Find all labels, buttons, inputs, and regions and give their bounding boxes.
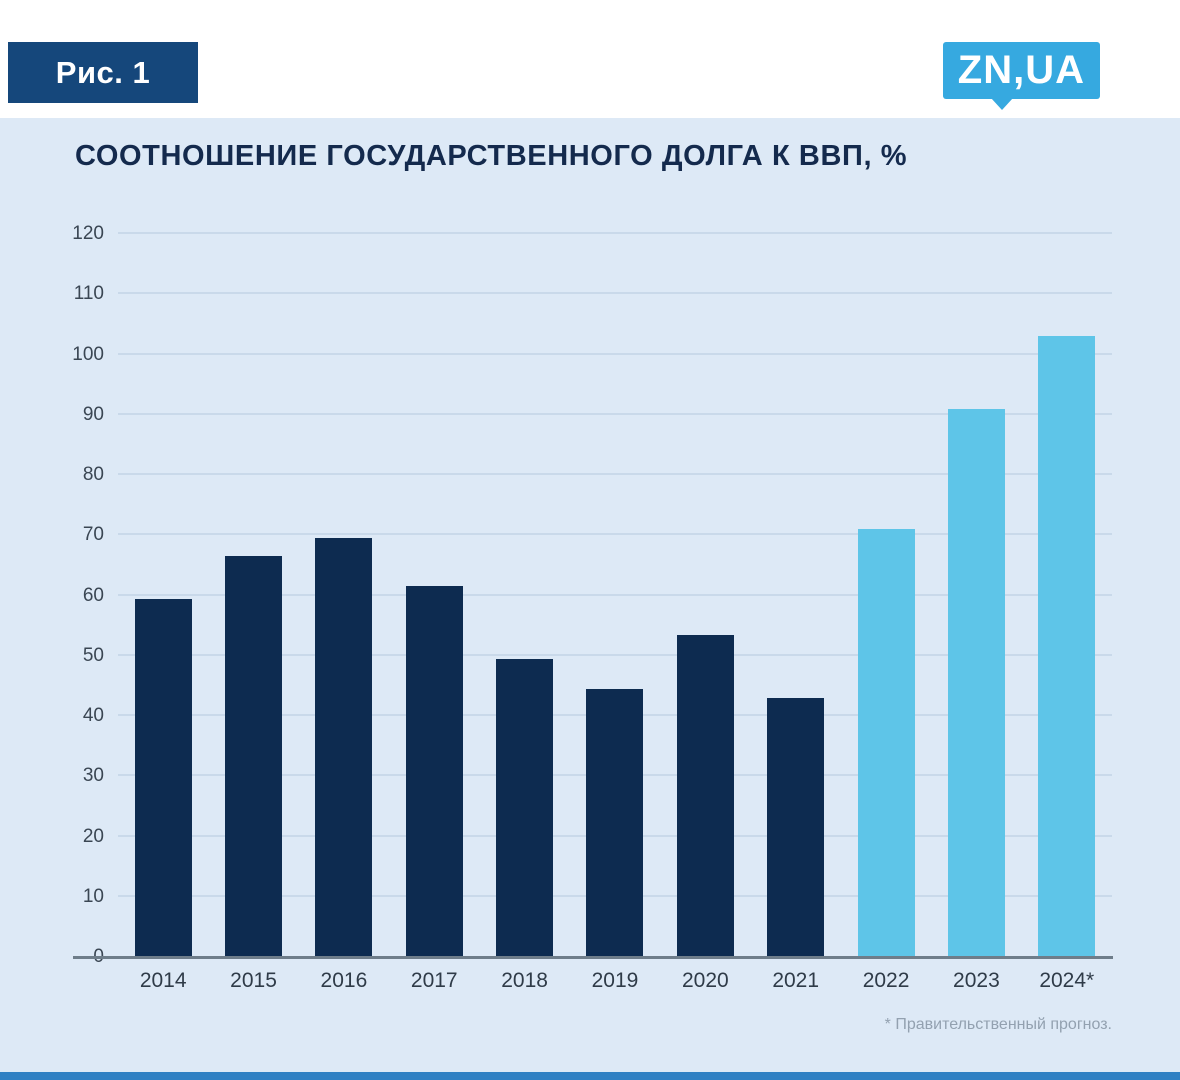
- x-tick-label: 2020: [681, 969, 729, 992]
- x-tick-label: 2019: [591, 969, 639, 992]
- logo-speech-tail: [990, 98, 1013, 110]
- plot-area: [118, 232, 1112, 957]
- figure-label: Рис. 1: [8, 42, 198, 103]
- footnote: * Правительственный прогноз.: [884, 1016, 1112, 1033]
- chart-title: СООТНОШЕНИЕ ГОСУДАРСТВЕННОГО ДОЛГА К ВВП…: [75, 140, 908, 172]
- bar-slot: [299, 234, 389, 957]
- y-tick-label: 40: [82, 705, 104, 726]
- gridline: [118, 473, 1112, 475]
- y-tick-label: 60: [82, 584, 104, 606]
- y-tick-label: 80: [82, 464, 104, 485]
- bar-slot: [1022, 234, 1112, 957]
- gridline: [118, 653, 1112, 656]
- bar-slot: [208, 234, 298, 957]
- bar-2014: [134, 598, 192, 957]
- header-band: Рис. 1 ZN,UA: [0, 0, 1180, 118]
- y-tick-label: 120: [72, 223, 104, 244]
- bar-slot: [570, 234, 660, 957]
- bar-2019: [586, 688, 644, 957]
- bar-2018: [496, 658, 554, 957]
- bottom-accent-strip: [0, 1072, 1180, 1080]
- bars: [118, 234, 1112, 957]
- x-tick-label: 2014: [139, 969, 187, 992]
- bar-2022: [857, 529, 915, 957]
- bar-slot: [389, 234, 479, 957]
- y-tick-label: 70: [82, 524, 104, 546]
- bar-2023: [947, 408, 1005, 957]
- y-tick-label: 30: [82, 765, 104, 787]
- x-tick-label: 2023: [953, 969, 1000, 992]
- bar-slot: [118, 234, 208, 957]
- bar-2020: [676, 634, 734, 957]
- x-axis-labels: 2014 2015 2016 2017 2018 2019 2020 2021 2022 2023…: [118, 969, 1112, 993]
- x-tick-label: 2018: [501, 969, 548, 992]
- znua-logo-text: ZN,UA: [957, 48, 1085, 92]
- y-tick-label: 90: [82, 403, 104, 425]
- bar-slot: [479, 234, 569, 957]
- x-tick-label: 2022: [862, 969, 910, 992]
- bar-2021: [767, 697, 825, 957]
- y-tick-label: 100: [72, 343, 104, 365]
- x-tick-label: 2024*: [1039, 969, 1095, 992]
- znua-logo: ZN,UA: [942, 42, 1100, 110]
- y-axis-labels: 0102030405060708090100110120: [0, 223, 104, 967]
- bar-slot: [841, 234, 931, 957]
- y-tick-label: 50: [82, 644, 104, 666]
- bar-2015: [225, 556, 283, 957]
- gridline: [118, 412, 1112, 415]
- bar-2016: [315, 538, 373, 957]
- gridline: [118, 352, 1112, 355]
- bar-slot: [751, 234, 841, 957]
- chart-canvas: СООТНОШЕНИЕ ГОСУДАРСТВЕННОГО ДОЛГА К ВВП…: [0, 118, 1180, 1072]
- x-tick-label: 2017: [410, 969, 458, 992]
- y-tick-label: 10: [82, 885, 104, 907]
- x-tick-label: 2015: [230, 969, 277, 992]
- bar-2024*: [1038, 336, 1096, 957]
- x-axis-line: [73, 956, 1113, 959]
- bar-slot: [931, 234, 1021, 957]
- y-tick-label: 110: [73, 283, 104, 305]
- bar-2017: [405, 586, 463, 957]
- x-tick-label: 2016: [320, 969, 368, 992]
- gridline: [118, 593, 1112, 596]
- x-tick-label: 2021: [772, 969, 820, 992]
- gridline: [118, 232, 1112, 234]
- y-tick-label: 20: [82, 825, 104, 847]
- gridline: [118, 533, 1112, 536]
- bar-slot: [660, 234, 750, 957]
- figure-label-text: Рис. 1: [55, 54, 151, 90]
- gridline: [118, 292, 1112, 295]
